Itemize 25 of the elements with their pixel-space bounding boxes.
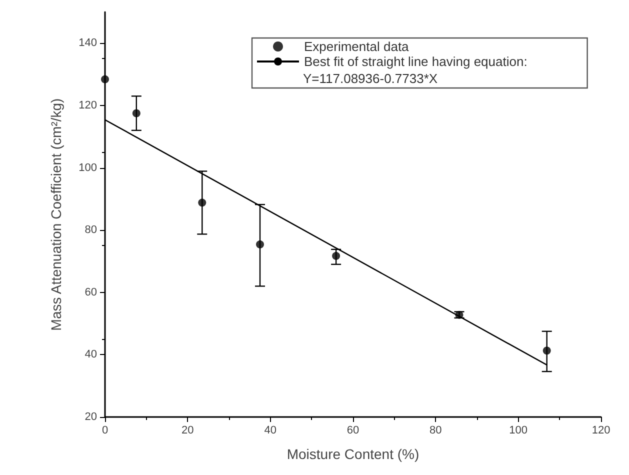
x-tick-label: 120: [592, 424, 610, 436]
x-tick-label: 40: [264, 424, 276, 436]
y-axis-title: Mass Attenuation Coefficient (cm²/kg): [48, 98, 64, 331]
x-tick-label: 0: [102, 424, 108, 436]
y-tick-label: 60: [84, 286, 97, 298]
point: [198, 198, 206, 207]
point: [132, 109, 140, 118]
y-tick-label: 120: [78, 99, 97, 112]
x-tick-label: 80: [430, 424, 442, 436]
y-tick-label: 140: [78, 37, 97, 50]
point: [332, 252, 340, 260]
legend-label: Best fit of straight line having equation:: [304, 54, 528, 69]
legend-label: Experimental data: [304, 39, 410, 54]
point: [256, 240, 264, 248]
x-tick-label: 60: [346, 424, 360, 436]
x-tick-label: 100: [509, 424, 528, 436]
x-axis-title: Moisture Content (%): [286, 446, 420, 462]
y-tick-label: 20: [84, 411, 97, 423]
point: [542, 346, 551, 355]
annotation: Y=117.08936-0.7733*X: [303, 71, 438, 86]
y-tick-label: 80: [84, 224, 97, 236]
y-tick-label: 100: [78, 162, 97, 174]
y-tick-label: 40: [84, 348, 97, 361]
point: [101, 75, 109, 84]
x-tick-label: 20: [182, 424, 194, 436]
